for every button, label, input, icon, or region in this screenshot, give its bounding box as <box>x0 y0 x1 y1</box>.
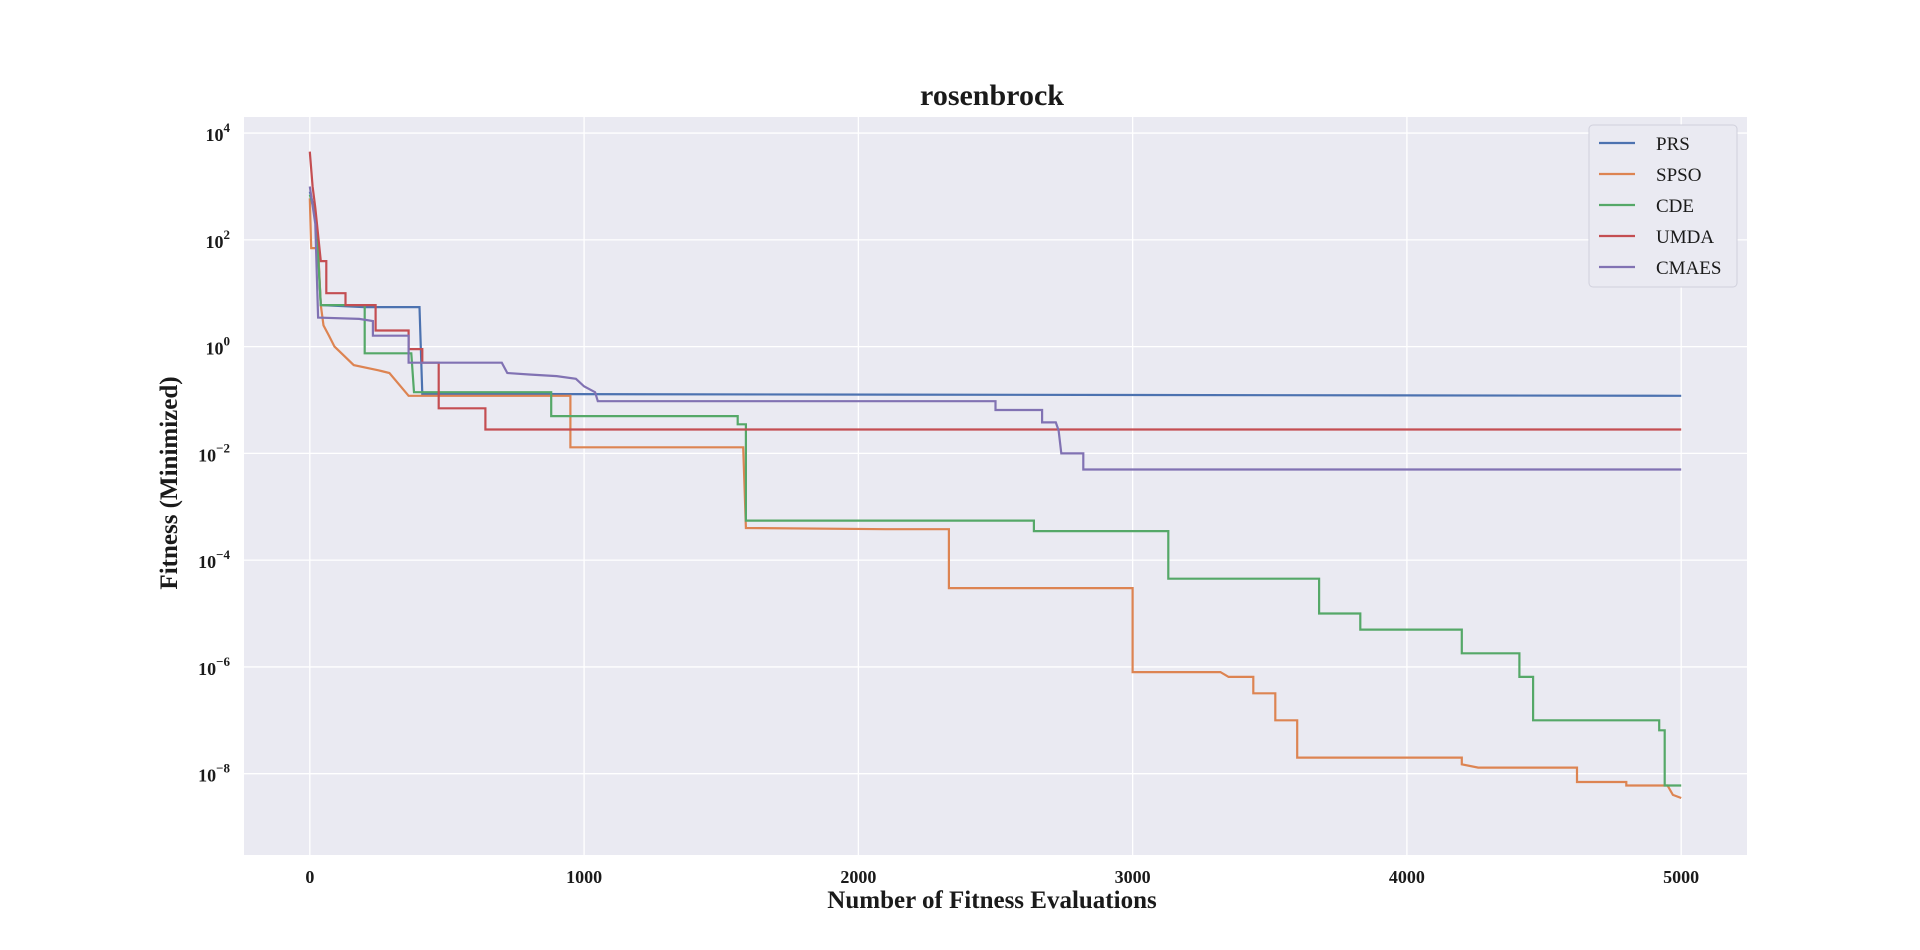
x-tick-label: 3000 <box>1115 867 1151 887</box>
plot-area <box>244 117 1747 855</box>
y-axis-label: Fitness (Minimized) <box>156 376 183 589</box>
series-line-cde <box>308 194 1682 787</box>
x-tick-label: 0 <box>305 867 314 887</box>
x-axis-label: Number of Fitness Evaluations <box>827 887 1157 914</box>
grid <box>244 117 1747 855</box>
tick-labels: 0 1000 2000 3000 4000 5000 104 102 100 10−2 10−4 10… <box>198 120 1699 887</box>
y-tick-label: 104 <box>206 120 231 145</box>
series-lines <box>308 151 1682 800</box>
y-tick-label: 10−4 <box>198 547 230 572</box>
series-line-umda <box>308 151 1682 431</box>
series-line-cmaes <box>308 186 1682 471</box>
y-tick-label: 10−2 <box>198 440 230 465</box>
x-tick-label: 5000 <box>1663 867 1699 887</box>
series-line-spso <box>308 198 1682 800</box>
x-tick-label: 1000 <box>566 867 602 887</box>
legend-box <box>1588 124 1738 288</box>
legend-label: UMDA <box>1656 227 1714 248</box>
legend-label: CDE <box>1656 196 1694 217</box>
y-tick-label: 10−6 <box>198 654 230 679</box>
x-tick-label: 2000 <box>840 867 876 887</box>
chart-title: rosenbrock <box>920 79 1064 112</box>
y-tick-label: 102 <box>206 227 231 252</box>
x-tick-label: 4000 <box>1389 867 1425 887</box>
legend: PRS SPSO CDE UMDA CMAES <box>1588 124 1738 288</box>
y-tick-label: 100 <box>206 334 231 359</box>
legend-label: CMAES <box>1656 258 1721 279</box>
legend-label: SPSO <box>1656 165 1701 186</box>
legend-label: PRS <box>1656 134 1690 155</box>
y-tick-label: 10−8 <box>198 761 230 786</box>
